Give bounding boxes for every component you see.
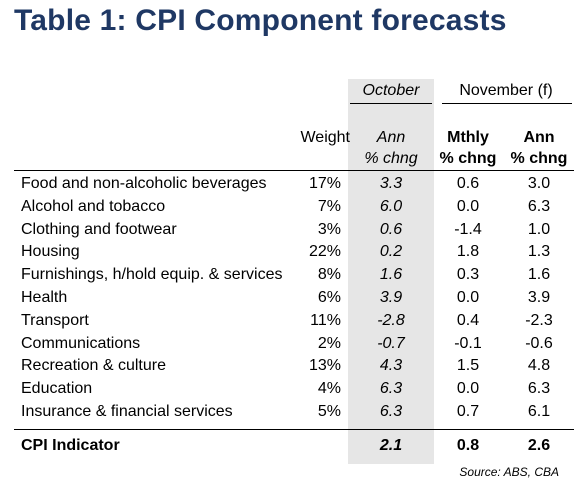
row-oct-ann: -0.7 [377, 334, 405, 352]
row-nov-mthly: -0.1 [454, 334, 482, 352]
row-nov-mthly: 0.6 [456, 175, 480, 192]
table-top-rule [14, 170, 574, 171]
row-oct-ann: 4.3 [379, 357, 403, 375]
row-nov-ann: 6.1 [527, 402, 551, 420]
nov-ann-header-line1: Ann [523, 129, 555, 146]
row-oct-ann: 3.9 [379, 288, 403, 306]
table-row: Alcohol and tobacco 7% 6.0 0.0 6.3 [0, 196, 579, 219]
row-nov-mthly: 0.3 [456, 266, 480, 284]
total-nov-ann: 2.6 [527, 437, 551, 454]
row-name: Alcohol and tobacco [21, 197, 166, 215]
row-nov-ann: -0.6 [525, 334, 553, 352]
table-row: Housing 22% 0.2 1.8 1.3 [0, 241, 579, 264]
row-nov-mthly: 0.7 [456, 402, 480, 420]
row-name: Clothing and footwear [21, 220, 177, 238]
row-oct-ann: 6.3 [379, 402, 403, 420]
row-nov-ann: 3.9 [527, 288, 551, 306]
row-weight: 4% [317, 380, 341, 398]
row-nov-mthly: 0.0 [456, 380, 480, 398]
table-row: Education 4% 6.3 0.0 6.3 [0, 378, 579, 401]
source-note: Source: ABS, CBA [459, 465, 559, 479]
table-row: Transport 11% -2.8 0.4 -2.3 [0, 310, 579, 333]
row-oct-ann: -2.8 [377, 311, 405, 329]
header-rule-october [350, 103, 432, 104]
row-name: Communications [21, 334, 141, 352]
row-name: Health [21, 288, 68, 306]
table-bottom-rule [14, 429, 574, 430]
table-row: Insurance & financial services 5% 6.3 0.7 6.… [0, 401, 579, 424]
row-weight: 11% [310, 311, 341, 329]
row-oct-ann: 6.0 [379, 197, 403, 215]
table-row: Communications 2% -0.7 -0.1 -0.6 [0, 333, 579, 356]
table-title: Table 1: CPI Component forecasts [14, 4, 507, 37]
row-oct-ann: 0.6 [379, 220, 403, 238]
row-weight: 8% [317, 266, 341, 284]
table-body: Food and non-alcoholic beverages 17% 3.3 0.… [0, 173, 579, 424]
header-october: October [362, 82, 420, 99]
row-weight: 22% [308, 243, 341, 261]
row-nov-ann: 3.0 [527, 175, 551, 192]
row-nov-ann: 4.8 [527, 357, 551, 375]
row-weight: 5% [317, 402, 341, 420]
table-row: Food and non-alcoholic beverages 17% 3.3 0.… [0, 173, 579, 196]
table-row: Health 6% 3.9 0.0 3.9 [0, 287, 579, 310]
row-weight: 13% [308, 357, 341, 375]
row-name: Insurance & financial services [21, 402, 233, 420]
column-header-november-ann: Ann % chng [504, 127, 574, 169]
mthly-header-line1: Mthly [447, 129, 489, 146]
row-weight: 3% [317, 220, 341, 238]
row-weight: 2% [317, 334, 341, 352]
column-header-november-mthly: Mthly % chng [436, 127, 500, 169]
row-nov-ann: -2.3 [525, 311, 553, 329]
row-nov-ann: 1.0 [527, 220, 551, 238]
row-name: Recreation & culture [21, 357, 166, 375]
row-nov-ann: 1.3 [527, 243, 551, 261]
row-nov-mthly: 0.0 [456, 197, 480, 215]
row-weight: 6% [317, 288, 341, 306]
weight-header-label: Weight [300, 129, 350, 146]
row-oct-ann: 6.3 [379, 380, 403, 398]
total-nov-mthly: 0.8 [456, 437, 480, 454]
row-name: Food and non-alcoholic beverages [21, 175, 267, 192]
october-column-shading [348, 79, 434, 464]
row-nov-mthly: 1.5 [456, 357, 480, 375]
row-name: Education [21, 380, 93, 398]
row-oct-ann: 0.2 [379, 243, 403, 261]
row-nov-ann: 1.6 [527, 266, 551, 284]
total-name: CPI Indicator [21, 437, 120, 454]
mthly-header-line2: % chng [439, 150, 497, 167]
total-row: CPI Indicator 2.1 0.8 2.6 [0, 435, 579, 459]
row-nov-mthly: -1.4 [454, 220, 482, 238]
column-header-weight: Weight [300, 127, 350, 148]
header-november: November (f) [459, 82, 553, 99]
total-oct-ann: 2.1 [379, 437, 403, 454]
row-name: Transport [21, 311, 89, 329]
row-oct-ann: 1.6 [379, 266, 403, 284]
row-nov-mthly: 0.0 [456, 288, 480, 306]
row-nov-ann: 6.3 [527, 380, 551, 398]
header-rule-november [442, 103, 572, 104]
row-name: Furnishings, h/hold equip. & services [21, 266, 283, 284]
oct-ann-header-line2: % chng [364, 150, 418, 167]
row-nov-ann: 6.3 [527, 197, 551, 215]
column-header-october-ann: Ann % chng [348, 127, 434, 169]
oct-ann-header-line1: Ann [376, 129, 406, 146]
row-name: Housing [21, 243, 80, 261]
row-weight: 7% [317, 197, 341, 215]
table-row: Clothing and footwear 3% 0.6 -1.4 1.0 [0, 219, 579, 242]
row-oct-ann: 3.3 [379, 175, 403, 192]
row-nov-mthly: 1.8 [456, 243, 480, 261]
table-row: Recreation & culture 13% 4.3 1.5 4.8 [0, 355, 579, 378]
nov-ann-header-line2: % chng [510, 150, 568, 167]
table-row: Furnishings, h/hold equip. & services 8% 1… [0, 264, 579, 287]
row-weight: 17% [308, 175, 341, 192]
row-nov-mthly: 0.4 [456, 311, 480, 329]
